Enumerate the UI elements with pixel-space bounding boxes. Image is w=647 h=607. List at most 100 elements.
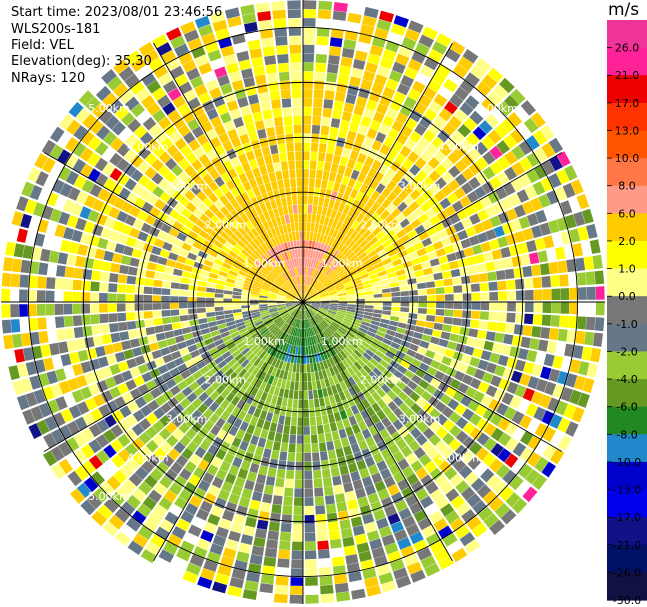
ray-gate (276, 396, 283, 406)
ray-gate (416, 409, 429, 421)
ray-gate (267, 191, 275, 201)
ray-gate (148, 57, 164, 72)
ray-gate (338, 297, 347, 300)
ray-gate (73, 267, 84, 279)
ray-gate (410, 427, 422, 439)
ray-gate (90, 292, 99, 302)
ray-gate (329, 336, 337, 345)
ray-gate (243, 260, 253, 269)
ray-gate (269, 289, 278, 294)
ray-gate (419, 64, 435, 78)
ray-gate (234, 280, 244, 286)
ray-gate (366, 395, 376, 406)
ray-gate (408, 284, 418, 290)
ray-gate (384, 262, 394, 270)
ray-gate (329, 300, 339, 302)
ray-gate (258, 92, 270, 103)
ray-gate (321, 331, 327, 340)
ray-gate (325, 256, 332, 265)
ray-gate (246, 571, 260, 583)
ray-gate (316, 416, 323, 426)
ray-gate (440, 446, 454, 460)
ray-gate (259, 290, 269, 295)
ray-gate (92, 224, 104, 237)
ray-gate (165, 184, 177, 196)
ray-gate (468, 147, 482, 161)
ray-gate (183, 332, 194, 341)
ray-gate (472, 500, 487, 515)
ray-gate (251, 491, 263, 502)
ray-gate (414, 123, 427, 136)
ray-gate (98, 109, 114, 124)
ray-gate (260, 311, 270, 316)
ray-gate (534, 456, 549, 473)
ray-gate (129, 205, 141, 218)
ray-gate (429, 467, 443, 481)
ray-gate (355, 333, 365, 341)
ray-gate (336, 266, 344, 274)
ray-gate (259, 295, 268, 299)
ray-gate (461, 450, 475, 464)
ray-gate (281, 98, 292, 108)
ray-gate (308, 399, 315, 409)
ray-gate (410, 218, 422, 229)
ray-gate (284, 214, 290, 224)
ray-gate (363, 314, 373, 320)
ray-gate (319, 274, 327, 283)
ray-gate (286, 295, 295, 299)
colorbar-tick-label: -1.0 (616, 318, 637, 331)
ray-gate (243, 246, 253, 255)
ray-gate (450, 268, 461, 278)
ray-gate (571, 407, 585, 423)
ray-gate (390, 23, 406, 36)
ray-gate (262, 565, 276, 576)
ray-gate (404, 28, 420, 42)
ray-gate (431, 136, 445, 150)
ray-gate (297, 302, 303, 309)
ray-gate (259, 304, 268, 307)
ray-gate (355, 191, 365, 202)
ray-gate (325, 328, 333, 337)
ray-gate (432, 453, 446, 467)
ray-gate (466, 190, 479, 203)
ray-gate (35, 171, 49, 187)
ray-gate (572, 243, 584, 257)
ray-gate (206, 342, 216, 351)
ray-gate (304, 310, 308, 320)
ray-gate (493, 225, 505, 238)
ray-gate (324, 378, 331, 388)
ray-gate (352, 373, 361, 384)
ray-gate (134, 396, 147, 409)
ray-gate (183, 89, 197, 102)
ray-gate (492, 480, 508, 495)
ray-gate (210, 424, 221, 436)
ray-gate (308, 345, 312, 355)
ray-gate (505, 437, 519, 452)
ray-gate (418, 362, 430, 372)
ray-gate (594, 317, 605, 332)
ray-gate (564, 214, 577, 229)
ray-gate (338, 184, 347, 194)
ray-gate (447, 398, 460, 411)
ray-gate (353, 361, 363, 371)
ray-gate (531, 225, 543, 239)
ray-gate (296, 295, 303, 302)
ray-gate (251, 288, 260, 293)
ray-gate (285, 297, 295, 301)
ray-gate (303, 275, 306, 285)
ray-gate (304, 284, 308, 294)
ray-gate (37, 317, 47, 330)
ray-gate (310, 258, 315, 268)
ray-gate (346, 308, 356, 313)
ray-gate (169, 65, 185, 79)
ray-gate (276, 45, 288, 55)
ray-gate (306, 222, 311, 232)
ray-gate (188, 139, 201, 152)
ray-gate (235, 277, 245, 283)
ray-gate (265, 439, 274, 450)
ray-gate (355, 223, 364, 233)
ray-gate (319, 567, 332, 577)
ray-gate (356, 381, 366, 391)
ray-gate (268, 305, 277, 308)
ray-gate (311, 304, 320, 309)
